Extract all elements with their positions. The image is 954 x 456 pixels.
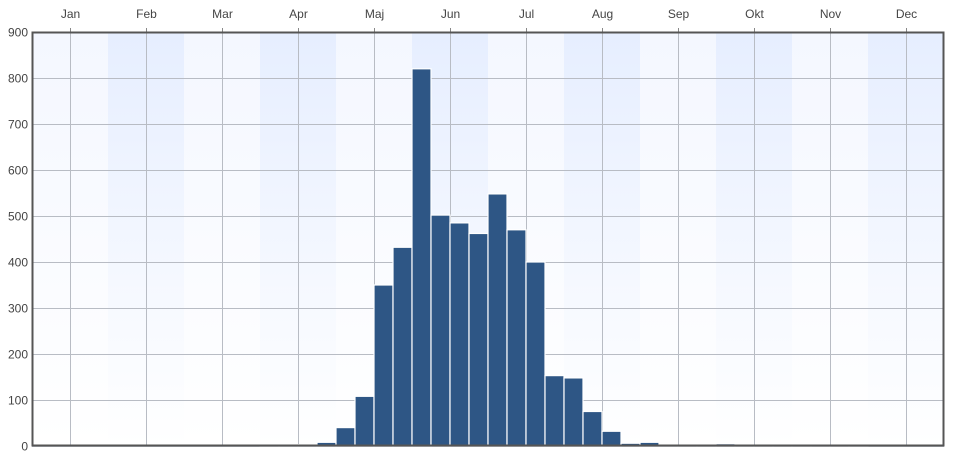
y-tick-label-300: 300 — [8, 302, 28, 316]
x-tick-label-jul: Jul — [519, 7, 534, 21]
y-tick-label-900: 900 — [8, 26, 28, 40]
bar-24 — [487, 193, 508, 447]
bar-30 — [601, 430, 622, 447]
y-axis-labels: 0 100 200 300 400 500 600 700 800 900 — [8, 26, 28, 454]
bar-25 — [506, 229, 527, 447]
x-tick-label-apr: Apr — [289, 7, 308, 21]
bar-27 — [544, 375, 565, 447]
bar-16 — [335, 427, 356, 447]
bar-19 — [392, 246, 413, 447]
x-tick-label-dec: Dec — [896, 7, 917, 21]
bar-26 — [525, 261, 546, 447]
x-tick-label-mar: Mar — [212, 7, 233, 21]
bar-18 — [373, 284, 394, 447]
y-tick-label-500: 500 — [8, 210, 28, 224]
y-tick-label-800: 800 — [8, 72, 28, 86]
bar-21 — [430, 214, 451, 447]
bar-23 — [468, 232, 489, 447]
y-tick-label-100: 100 — [8, 394, 28, 408]
x-tick-label-okt: Okt — [745, 7, 764, 21]
x-tick-label-aug: Aug — [592, 7, 613, 21]
x-tick-label-feb: Feb — [136, 7, 157, 21]
x-tick-label-jan: Jan — [61, 7, 80, 21]
y-tick-label-600: 600 — [8, 164, 28, 178]
bar-29 — [582, 410, 603, 447]
y-tick-label-0: 0 — [21, 440, 28, 454]
y-tick-label-200: 200 — [8, 348, 28, 362]
x-tick-label-sep: Sep — [668, 7, 690, 21]
y-tick-label-400: 400 — [8, 256, 28, 270]
bar-17 — [354, 395, 375, 447]
bar-20 — [411, 68, 432, 447]
x-axis-labels: Jan Feb Mar Apr Maj Jun Jul Aug Sep Okt Nov Dec — [61, 7, 917, 21]
x-tick-label-nov: Nov — [820, 7, 841, 21]
x-tick-label-maj: Maj — [365, 7, 384, 21]
y-tick-label-700: 700 — [8, 118, 28, 132]
plot-border — [31, 31, 945, 447]
x-tick-label-jun: Jun — [441, 7, 460, 21]
bar-22 — [449, 222, 470, 447]
plot-frame — [31, 31, 945, 447]
bar-28 — [563, 377, 584, 447]
